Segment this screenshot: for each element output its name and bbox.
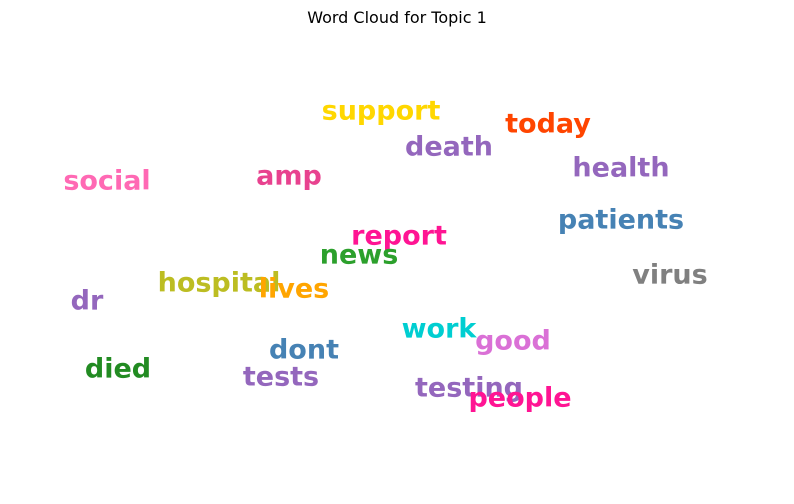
word-good: good [475,326,551,357]
word-virus: virus [632,260,707,291]
word-death: death [405,132,493,163]
word-amp: amp [256,161,322,192]
word-news: news [320,240,399,271]
word-health: health [572,153,669,184]
word-dont: dont [269,335,339,366]
word-died: died [85,354,151,385]
word-report: report [351,221,447,252]
word-dr: dr [71,286,104,317]
word-work: work [402,314,478,345]
word-testing: testing [415,373,523,404]
word-social: social [63,166,150,197]
word-tests: tests [243,362,319,393]
word-patients: patients [558,205,684,236]
word-lives: lives [259,274,330,305]
word-today: today [505,109,591,140]
word-support: support [322,96,441,127]
chart-title: Word Cloud for Topic 1 [307,8,487,27]
word-hospital: hospital [158,268,281,299]
word-people: people [468,383,571,414]
